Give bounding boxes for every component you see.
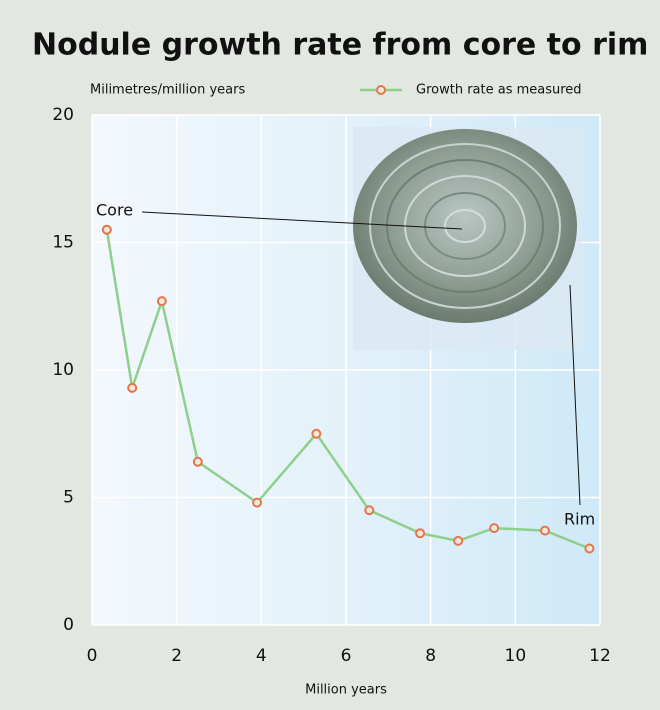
data-point — [127, 382, 138, 393]
data-point — [156, 296, 167, 307]
y-tick-label: 0 — [63, 615, 74, 635]
annotation: Rim — [564, 510, 595, 529]
x-axis-title: Million years — [305, 683, 387, 698]
legend-marker — [376, 85, 386, 95]
data-point — [539, 525, 550, 536]
x-tick-label: 4 — [256, 646, 267, 666]
data-line — [105, 229, 590, 550]
y-tick-label: 20 — [52, 105, 74, 125]
y-tick-label: 15 — [52, 233, 74, 253]
y-axis-title: Milimetres/million years — [90, 83, 245, 98]
y-tick-label: 5 — [63, 488, 74, 508]
data-point — [252, 497, 263, 508]
legend-label: Growth rate as measured — [416, 83, 582, 98]
data-point — [415, 528, 426, 539]
annotation: Core — [96, 201, 133, 220]
x-tick-label: 12 — [589, 646, 611, 666]
data-point — [584, 543, 595, 554]
data-point — [311, 428, 322, 439]
chart-title: Nodule growth rate from core to rim — [32, 28, 648, 63]
legend: Growth rate as measured — [360, 83, 582, 98]
x-tick-label: 6 — [341, 646, 352, 666]
data-point — [453, 535, 464, 546]
core-pointer — [141, 211, 463, 230]
x-tick-label: 10 — [505, 646, 527, 666]
rim-pointer — [569, 284, 581, 506]
y-tick-label: 10 — [52, 360, 74, 380]
x-tick-label: 2 — [171, 646, 182, 666]
data-point — [364, 505, 375, 516]
data-point — [489, 523, 500, 534]
x-tick-label: 0 — [87, 646, 98, 666]
nodule-image — [353, 127, 582, 350]
data-point — [192, 456, 203, 467]
data-point — [101, 224, 112, 235]
x-tick-label: 8 — [425, 646, 436, 666]
